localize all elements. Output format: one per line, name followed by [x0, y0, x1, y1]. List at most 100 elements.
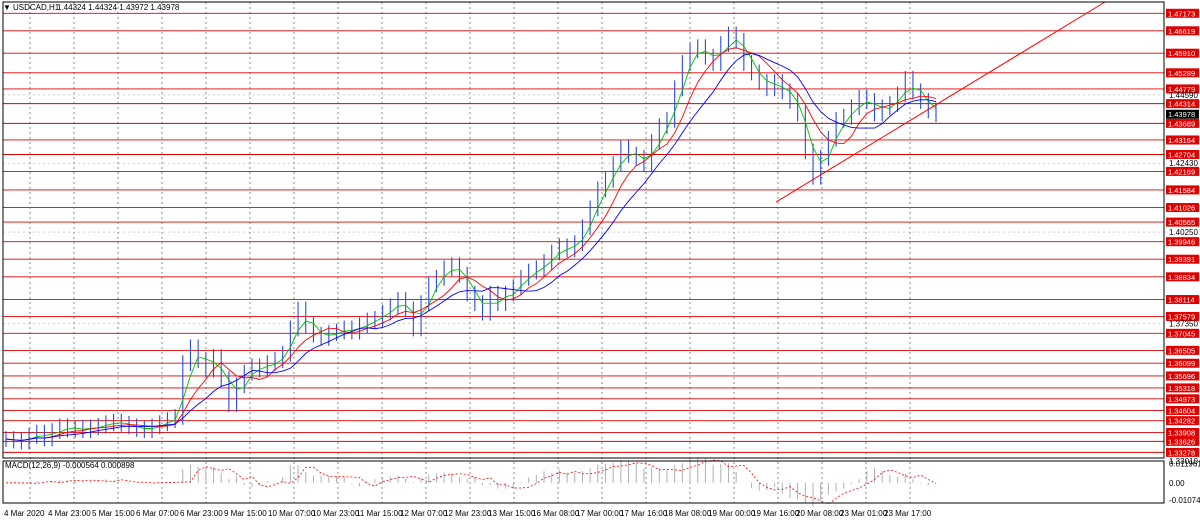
horizontal-levels[interactable]: 1.47173 1.46619 1.45910 1.45289 1.44779 1.443…	[3, 8, 1199, 458]
x-tick-label: 11 Mar 15:00	[356, 509, 403, 518]
x-tick-label: 20 Mar 08:00	[796, 509, 844, 518]
x-tick-label: 5 Mar 15:00	[92, 509, 135, 518]
x-tick-label: 12 Mar 07:00	[400, 509, 448, 518]
macd-tick-label: -0.010748	[1169, 496, 1200, 505]
header-symbol: USDCAD,H1	[13, 3, 60, 12]
x-tick-label: 18 Mar 08:00	[664, 509, 712, 518]
level-label: 1.35696	[1168, 372, 1195, 381]
level-label: 1.44314	[1168, 100, 1195, 109]
price-tick-label: 1.37350	[1169, 320, 1198, 329]
level-label-bg	[1166, 203, 1199, 213]
level-label: 1.38114	[1168, 296, 1195, 305]
x-tick-label: 23 Mar 01:00	[840, 509, 888, 518]
price-panel-border	[2, 1, 1165, 459]
level-label-bg	[1166, 295, 1199, 305]
level-label-bg	[1166, 166, 1199, 176]
level-label-bg	[1166, 237, 1199, 247]
macd-tick-label: 0.00	[1169, 479, 1185, 488]
level-label-bg	[1166, 68, 1199, 78]
level-label: 1.37579	[1168, 312, 1195, 321]
level-label: 1.43164	[1168, 136, 1195, 145]
macd-tick-label: 0.011961	[1169, 459, 1200, 468]
level-label-bg	[1166, 48, 1199, 58]
level-label: 1.41026	[1168, 204, 1195, 213]
level-label: 1.41584	[1168, 186, 1195, 195]
x-tick-label: 13 Mar 15:00	[488, 509, 536, 518]
level-label: 1.42704	[1168, 151, 1195, 160]
x-tick-label: 4 Mar 2020	[4, 509, 45, 518]
level-label: 1.36505	[1168, 346, 1195, 355]
level-label: 1.33908	[1168, 428, 1195, 437]
level-label-bg	[1166, 358, 1199, 368]
x-tick-label: 19 Mar 00:00	[708, 509, 756, 518]
level-label-bg	[1166, 371, 1199, 381]
price-tick-label: 1.44590	[1169, 91, 1198, 100]
x-tick-label: 19 Mar 16:00	[752, 509, 800, 518]
level-label-bg	[1166, 26, 1199, 36]
level-label-bg	[1166, 135, 1199, 145]
level-label-bg	[1166, 447, 1199, 457]
level-label-bg	[1166, 416, 1199, 426]
level-label-bg	[1166, 436, 1199, 446]
level-label-bg	[1166, 99, 1199, 109]
level-label-bg	[1166, 383, 1199, 393]
level-label: 1.36099	[1168, 359, 1195, 368]
level-label: 1.46619	[1168, 27, 1195, 36]
level-label: 1.35318	[1168, 384, 1195, 393]
level-label: 1.43689	[1168, 119, 1195, 128]
macd-panel-border	[2, 460, 1165, 504]
trendline[interactable]	[775, 1, 1106, 203]
level-label: 1.34604	[1168, 406, 1195, 415]
level-label-bg	[1166, 185, 1199, 195]
level-label: 1.42169	[1168, 167, 1195, 176]
macd-label: MACD(12,26,9) -0.000564 0.000898	[5, 461, 135, 470]
x-tick-label: 16 Mar 08:00	[532, 509, 580, 518]
price-tick-label: 1.42430	[1169, 159, 1198, 168]
level-label: 1.39946	[1168, 238, 1195, 247]
x-tick-label: 10 Mar 07:00	[268, 509, 316, 518]
x-tick-label: 6 Mar 23:00	[180, 509, 223, 518]
level-label-bg	[1166, 394, 1199, 404]
level-label: 1.33626	[1168, 437, 1195, 446]
level-label: 1.39391	[1168, 255, 1195, 264]
current-price-label: 1.43978	[1168, 110, 1195, 119]
x-tick-label: 4 Mar 23:00	[48, 509, 91, 518]
level-label-bg	[1166, 118, 1199, 128]
level-label-bg	[1166, 217, 1199, 227]
level-label: 1.45910	[1168, 49, 1195, 58]
x-tick-label: 23 Mar 17:00	[884, 509, 932, 518]
level-label-bg	[1166, 254, 1199, 264]
x-tick-label: 17 Mar 16:00	[620, 509, 668, 518]
level-label: 1.34973	[1168, 395, 1195, 404]
ma-mid-line	[5, 47, 937, 441]
level-label: 1.38834	[1168, 273, 1195, 282]
level-label: 1.44779	[1168, 85, 1195, 94]
chart-header: ▼ USDCAD,H1 1.44324 1.44324 1.43972 1.43…	[3, 3, 180, 470]
current-price-bg	[1166, 109, 1199, 119]
level-label: 1.34282	[1168, 417, 1195, 426]
level-label: 1.40565	[1168, 218, 1195, 227]
price-series	[5, 1, 1106, 450]
level-label-bg	[1166, 84, 1199, 94]
price-tick-label: 1.40250	[1169, 228, 1198, 237]
level-label: 1.47173	[1168, 9, 1195, 18]
level-label-bg	[1166, 427, 1199, 437]
level-label-bg	[1166, 8, 1199, 18]
x-tick-label: 17 Mar 00:00	[576, 509, 624, 518]
level-label-bg	[1166, 311, 1199, 321]
level-label: 1.45289	[1168, 69, 1195, 78]
header-ohlc: 1.44324 1.44324 1.43972 1.43978	[57, 3, 180, 12]
level-label-bg	[1166, 405, 1199, 415]
level-label-bg	[1166, 328, 1199, 338]
header-arrow-icon[interactable]: ▼	[3, 3, 11, 12]
x-tick-label: 6 Mar 07:00	[136, 509, 179, 518]
level-label: 1.33278	[1168, 448, 1195, 457]
macd-panel	[6, 457, 937, 507]
x-tick-label: 9 Mar 15:00	[224, 509, 267, 518]
price-tick-label: 1.33010	[1169, 457, 1198, 466]
x-tick-label: 12 Mar 23:00	[444, 509, 492, 518]
